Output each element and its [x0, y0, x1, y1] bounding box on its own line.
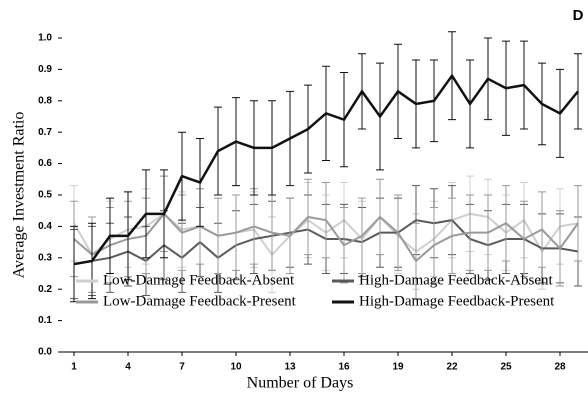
legend-label: High-Damage Feedback-Absent — [359, 272, 554, 288]
x-tick-label: 1 — [71, 362, 77, 373]
x-tick-label: 16 — [338, 362, 350, 373]
x-tick-label: 19 — [392, 362, 404, 373]
y-tick-label: 0.7 — [38, 127, 52, 138]
series-line — [73, 212, 579, 263]
y-axis-label: Average Investment Ratio — [11, 112, 28, 279]
y-tick-label: 0.6 — [38, 158, 52, 169]
y-tick-label: 0.0 — [38, 347, 52, 358]
series-line — [73, 73, 579, 266]
x-tick-label: 10 — [230, 362, 242, 373]
x-tick-label: 22 — [446, 362, 458, 373]
y-tick-label: 0.9 — [38, 64, 52, 75]
x-tick-label: 25 — [500, 362, 512, 373]
x-tick-label: 13 — [284, 362, 296, 373]
y-tick-label: 0.3 — [38, 252, 52, 263]
y-tick-label: 0.4 — [38, 221, 52, 232]
legend-label: Low-Damage Feedback-Absent — [103, 272, 295, 288]
x-tick-label: 7 — [179, 362, 185, 373]
y-tick-label: 0.1 — [38, 315, 52, 326]
y-tick-label: 0.5 — [38, 190, 52, 201]
y-tick-label: 1.0 — [38, 33, 52, 44]
x-tick-label: 4 — [125, 362, 131, 373]
legend-label: Low-Damage Feedback-Present — [103, 293, 297, 309]
legend-label: High-Damage Feedback-Present — [359, 293, 555, 309]
x-tick-label: 28 — [554, 362, 566, 373]
x-axis-label: Number of Days — [247, 375, 354, 392]
panel-label: D — [573, 7, 584, 24]
y-tick-label: 0.8 — [38, 95, 52, 106]
y-tick-label: 0.2 — [38, 284, 52, 295]
